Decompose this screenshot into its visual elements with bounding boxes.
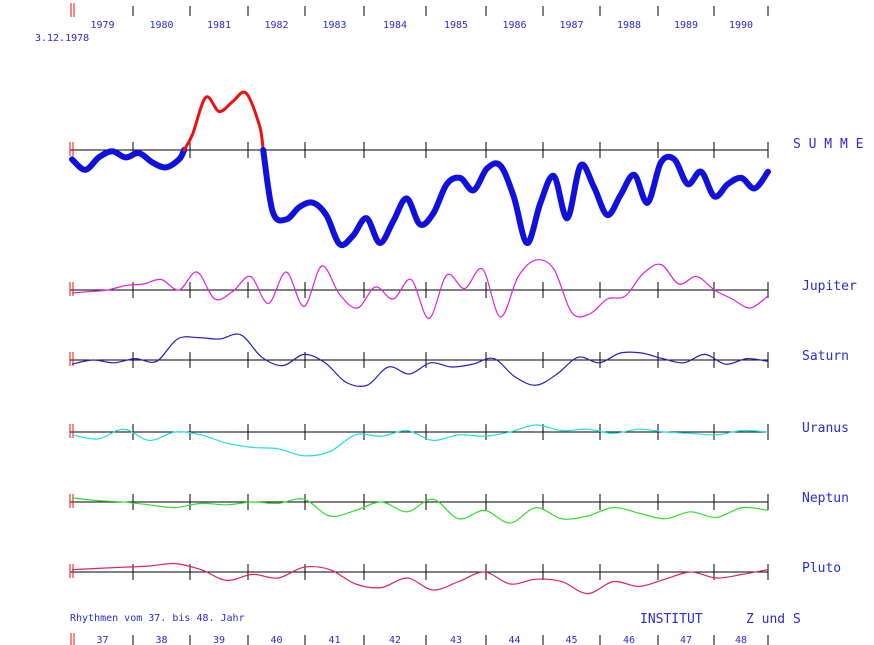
age-tick-label: 38	[155, 635, 167, 645]
age-tick-label: 48	[735, 635, 747, 645]
age-tick-label: 44	[508, 635, 520, 645]
panel-label: Jupiter	[802, 279, 857, 294]
year-tick-label: 1981	[207, 20, 231, 31]
year-tick-label: 1982	[264, 20, 288, 31]
z-und-s-label: Z und S	[746, 612, 801, 627]
summe-positive-curve	[182, 90, 265, 152]
age-tick-label: 46	[623, 635, 635, 645]
year-tick-label: 1990	[729, 20, 753, 31]
age-tick-label: 37	[96, 635, 108, 645]
panel-label: Pluto	[802, 561, 841, 576]
age-tick-label: 40	[270, 635, 282, 645]
age-tick-label: 45	[565, 635, 577, 645]
panel-label: Saturn	[802, 349, 849, 364]
year-tick-label: 1988	[617, 20, 641, 31]
age-tick-label: 39	[213, 635, 225, 645]
year-tick-label: 1983	[322, 20, 346, 31]
panel-label: S U M M E	[793, 137, 863, 152]
panel-label: Uranus	[802, 421, 849, 436]
age-tick-label: 41	[328, 635, 340, 645]
year-tick-label: 1986	[502, 20, 526, 31]
age-tick-label: 43	[450, 635, 462, 645]
age-tick-label: 42	[389, 635, 401, 645]
year-tick-label: 1989	[674, 20, 698, 31]
summe-negative-curve	[69, 147, 188, 173]
summe-negative-curve	[260, 147, 771, 249]
panel-curve	[71, 333, 769, 388]
panel-curve	[71, 562, 769, 595]
year-tick-label: 1987	[559, 20, 583, 31]
panel-curve	[71, 259, 769, 320]
year-tick-label: 1985	[444, 20, 468, 31]
start-date-label: 3.12.1978	[35, 33, 90, 44]
year-tick-label: 1980	[149, 20, 173, 31]
year-tick-label: 1979	[90, 20, 114, 31]
panel-curve	[71, 424, 769, 457]
institut-label: INSTITUT	[640, 612, 703, 627]
panel-label: Neptun	[802, 491, 849, 506]
rhythm-range-caption: Rhythmen vom 37. bis 48. Jahr	[70, 613, 245, 624]
panel-curve	[71, 497, 769, 524]
age-tick-label: 47	[680, 635, 692, 645]
year-tick-label: 1984	[383, 20, 407, 31]
